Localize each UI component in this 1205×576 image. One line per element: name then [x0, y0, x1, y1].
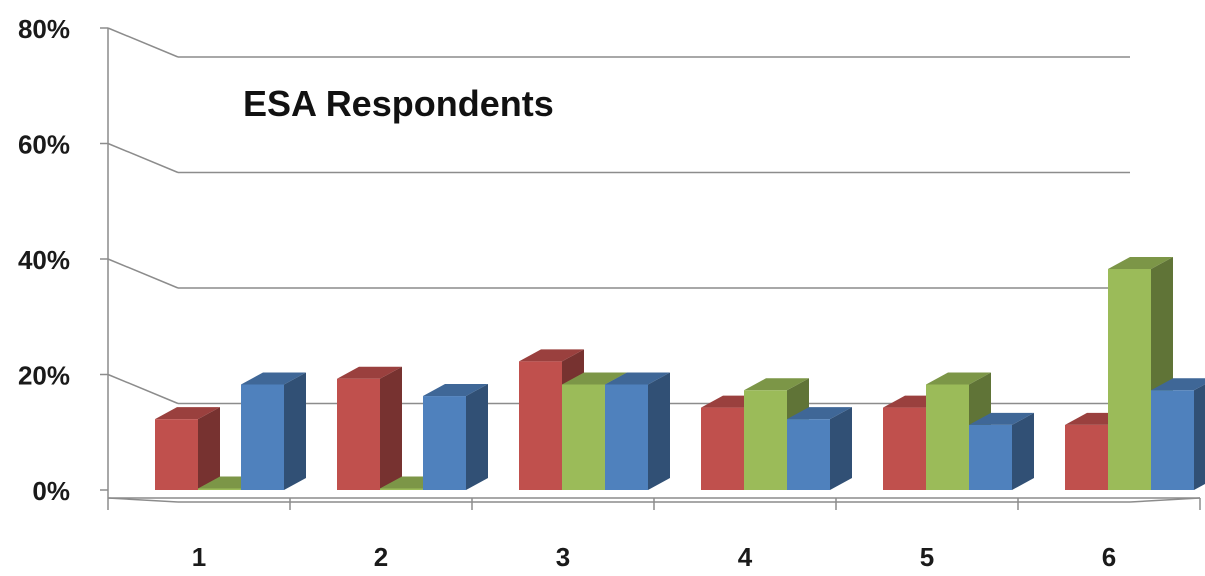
bar — [423, 384, 488, 490]
bar-side — [1012, 412, 1034, 490]
y-tick-label: 80% — [18, 14, 70, 44]
bar-top — [562, 372, 627, 385]
bar-top — [926, 372, 991, 385]
bar-top — [1108, 257, 1173, 269]
x-tick-label: 4 — [738, 542, 753, 571]
x-tick-label: 3 — [556, 542, 570, 571]
bar-top — [605, 372, 670, 385]
bar-side — [466, 384, 488, 490]
bar-front — [241, 384, 284, 490]
bar — [1151, 378, 1205, 490]
tick-labels: 0% 20% 40% 60% 80% 1 2 3 4 5 6 — [18, 14, 1116, 572]
bar-front — [562, 384, 605, 490]
bars — [155, 257, 1205, 490]
x-tick-label: 2 — [374, 542, 388, 571]
gridline-side — [107, 27, 179, 58]
bar-front — [1108, 269, 1151, 490]
bar-top — [969, 412, 1034, 425]
bar-side — [198, 407, 220, 490]
bar-front — [155, 419, 198, 490]
bar-side — [380, 366, 402, 490]
bar-top — [423, 384, 488, 397]
bar — [605, 372, 670, 490]
bar — [969, 412, 1034, 490]
bar-front — [883, 407, 926, 490]
bar-top — [337, 366, 402, 379]
y-tick-label: 40% — [18, 245, 70, 275]
bar — [787, 407, 852, 490]
bar-front — [380, 488, 423, 490]
bar-front — [744, 390, 787, 490]
bar-front — [969, 424, 1012, 490]
y-tick-label: 60% — [18, 130, 70, 160]
bar-front — [1065, 424, 1108, 490]
bar-front — [337, 378, 380, 490]
y-tick-label: 20% — [18, 361, 70, 391]
bar-top — [1151, 378, 1205, 391]
bar-top — [787, 407, 852, 420]
bar — [241, 372, 306, 490]
bar-top — [241, 372, 306, 385]
bar-top — [744, 378, 809, 391]
bar-side — [830, 407, 852, 490]
axes — [100, 27, 1201, 510]
bar-front — [605, 384, 648, 490]
bar-top — [519, 349, 584, 362]
bar — [337, 366, 402, 490]
x-tick-label: 1 — [192, 542, 206, 571]
bar-front — [198, 488, 241, 490]
bar-front — [701, 407, 744, 490]
bar-front — [787, 419, 830, 490]
bar-side — [648, 372, 670, 490]
bar — [155, 407, 220, 490]
x-tick-label: 5 — [920, 542, 934, 571]
x-tick-label: 6 — [1102, 542, 1116, 571]
bar-front — [423, 396, 466, 490]
bar-top — [155, 407, 220, 420]
gridline-side — [107, 142, 179, 174]
bar-side — [1194, 384, 1205, 490]
bar-front — [926, 384, 969, 490]
bar-front — [1151, 390, 1194, 490]
gridline-side — [107, 373, 179, 405]
y-tick-label: 0% — [32, 476, 70, 506]
gridline-side — [107, 258, 179, 289]
bar-side — [284, 372, 306, 490]
chart-title: ESA Respondents — [243, 83, 554, 124]
bar-front — [519, 361, 562, 490]
